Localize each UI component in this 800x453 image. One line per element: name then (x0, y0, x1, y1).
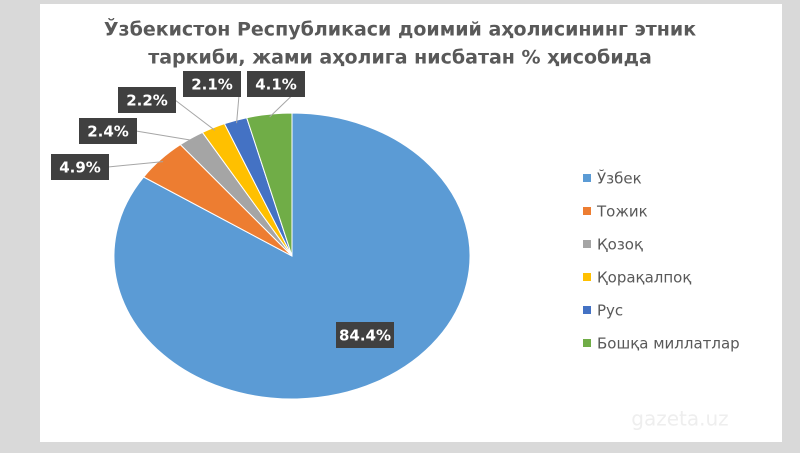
data-label-box (247, 71, 305, 97)
pie-slice (246, 112, 293, 257)
legend-swatch (583, 339, 591, 347)
data-label: 2.2% (126, 92, 168, 110)
legend-label: Тожик (596, 203, 648, 221)
legend-swatch (583, 207, 591, 215)
data-label-box (336, 322, 394, 348)
data-label: 4.1% (255, 76, 297, 94)
chart-title: Ўзбекистон Республикаси доимий аҳолисини… (104, 18, 696, 41)
legend-label: Бошқа миллатлар (597, 335, 740, 353)
legend-swatch (583, 306, 591, 314)
watermark: gazeta.uz (631, 407, 728, 431)
legend-swatch (583, 273, 591, 281)
leader-line (107, 161, 164, 168)
data-label: 4.9% (59, 159, 101, 177)
legend-label: Ўзбек (597, 169, 642, 188)
chart-title: таркиби, жами аҳолига нисбатан % ҳисобид… (148, 47, 652, 69)
leader-line (135, 130, 194, 142)
legend-label: Рус (597, 302, 623, 320)
data-label-box (51, 154, 109, 180)
leader-line (174, 99, 216, 131)
data-label-box (79, 118, 137, 144)
data-label: 2.1% (191, 76, 233, 94)
legend-label: Қозоқ (597, 236, 643, 254)
data-label: 84.4% (339, 327, 391, 345)
legend-label: Қорақалпоқ (597, 269, 691, 287)
legend-swatch (583, 240, 591, 248)
legend-swatch (583, 174, 591, 182)
data-label: 2.4% (87, 123, 129, 141)
data-label-box (118, 87, 176, 113)
data-label-box (183, 71, 241, 97)
